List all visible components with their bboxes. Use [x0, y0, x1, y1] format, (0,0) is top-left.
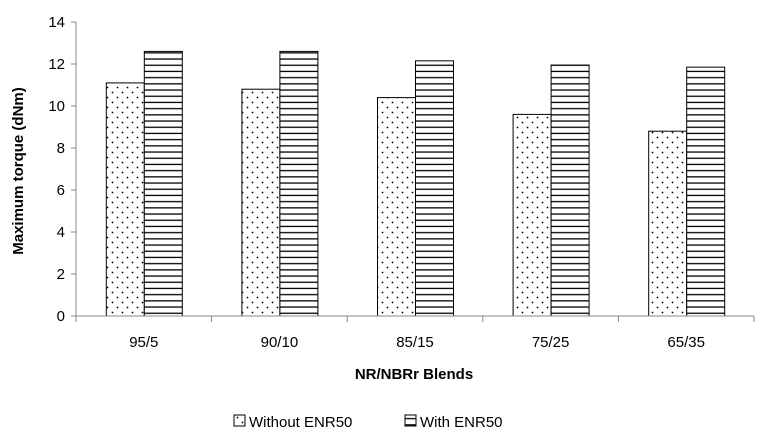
bar-without-enr50 — [105, 82, 145, 317]
y-axis-ticks: 0 2 4 6 8 10 12 14 — [48, 14, 76, 325]
bar-with-enr50 — [550, 64, 590, 317]
legend-label: Without ENR50 — [249, 414, 352, 431]
x-tick-label: 95/5 — [129, 334, 158, 351]
y-tick-label: 2 — [57, 266, 65, 283]
bar-with-enr50 — [143, 50, 183, 317]
y-tick-label: 0 — [57, 308, 65, 325]
bar-with-enr50 — [279, 50, 319, 317]
y-axis-title: Maximum torque (dNm) — [10, 87, 27, 255]
x-axis-title: NR/NBRr Blends — [355, 366, 473, 383]
y-tick-label: 4 — [57, 224, 65, 241]
bar-without-enr50 — [648, 130, 688, 317]
x-tick-label: 75/25 — [532, 334, 570, 351]
x-tick-label: 90/10 — [261, 334, 299, 351]
x-tick-label: 85/15 — [396, 334, 434, 351]
bar-without-enr50 — [377, 97, 416, 317]
legend-swatch — [233, 414, 246, 427]
y-tick-label: 14 — [48, 14, 65, 31]
y-tick-label: 10 — [48, 98, 65, 115]
bars — [105, 50, 726, 317]
legend-label: With ENR50 — [420, 414, 503, 431]
bar-with-enr50 — [415, 60, 454, 317]
bar-without-enr50 — [241, 88, 281, 317]
y-tick-label: 12 — [48, 56, 65, 73]
legend: Without ENR50 With ENR50 — [233, 414, 503, 431]
x-axis-ticks: 95/5 90/10 85/15 75/25 65/35 — [75, 316, 755, 351]
x-tick-label: 65/35 — [667, 334, 705, 351]
y-tick-label: 8 — [57, 140, 65, 157]
y-tick-label: 6 — [57, 182, 65, 199]
legend-swatch — [404, 414, 417, 427]
bar-without-enr50 — [512, 113, 552, 317]
bar-with-enr50 — [686, 66, 726, 317]
